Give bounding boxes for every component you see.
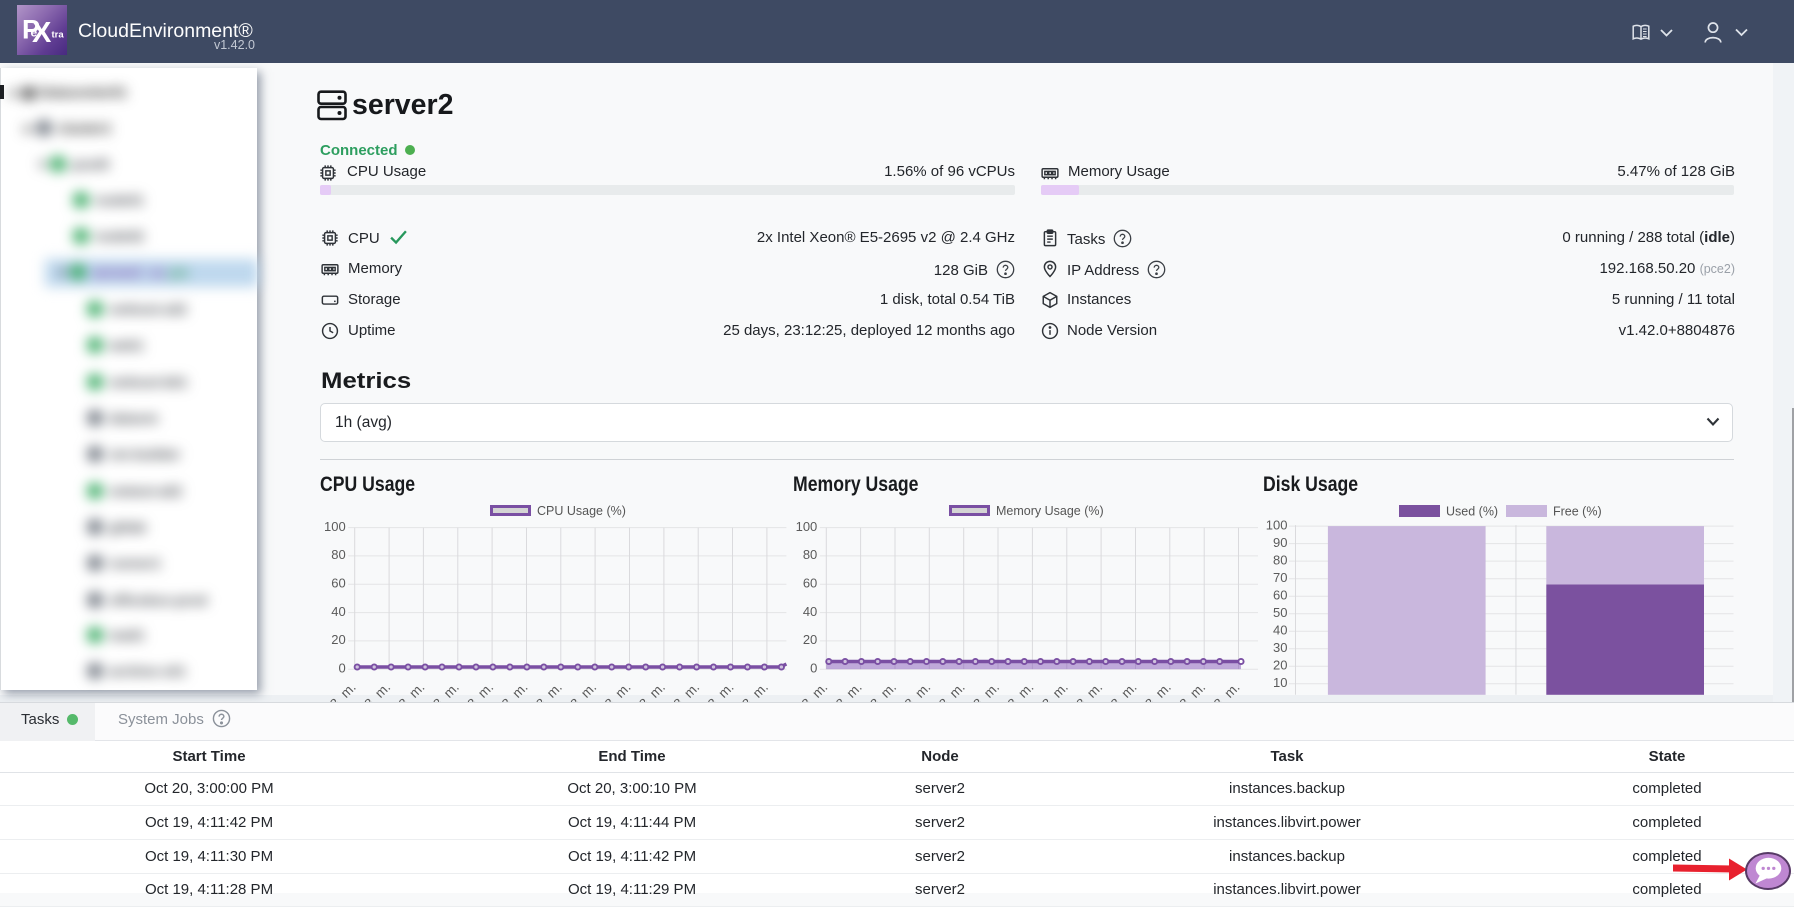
svg-text:70: 70 <box>1273 570 1287 585</box>
svg-text:100: 100 <box>796 519 818 534</box>
svg-text:60: 60 <box>331 575 345 590</box>
svg-text:30: 30 <box>1273 640 1287 655</box>
svg-text:10: 10 <box>1273 675 1287 690</box>
svg-text:20: 20 <box>331 632 345 647</box>
svg-text:90: 90 <box>1273 535 1287 550</box>
svg-text:100: 100 <box>1266 517 1288 532</box>
svg-text:40: 40 <box>331 604 345 619</box>
svg-text:0: 0 <box>338 660 345 675</box>
svg-text:P: P <box>22 15 40 45</box>
svg-text:40: 40 <box>1273 622 1287 637</box>
svg-text:60: 60 <box>1273 587 1287 602</box>
svg-text:X: X <box>32 17 52 49</box>
svg-text:60: 60 <box>803 575 817 590</box>
svg-text:50: 50 <box>1273 605 1287 620</box>
svg-text:e: e <box>31 26 38 40</box>
svg-text:100: 100 <box>324 519 346 534</box>
svg-text:tra: tra <box>52 30 65 41</box>
svg-text:80: 80 <box>331 547 345 562</box>
svg-text:80: 80 <box>803 547 817 562</box>
svg-text:20: 20 <box>1273 658 1287 673</box>
svg-text:0: 0 <box>810 660 817 675</box>
svg-text:80: 80 <box>1273 552 1287 567</box>
svg-text:20: 20 <box>803 632 817 647</box>
svg-text:40: 40 <box>803 604 817 619</box>
